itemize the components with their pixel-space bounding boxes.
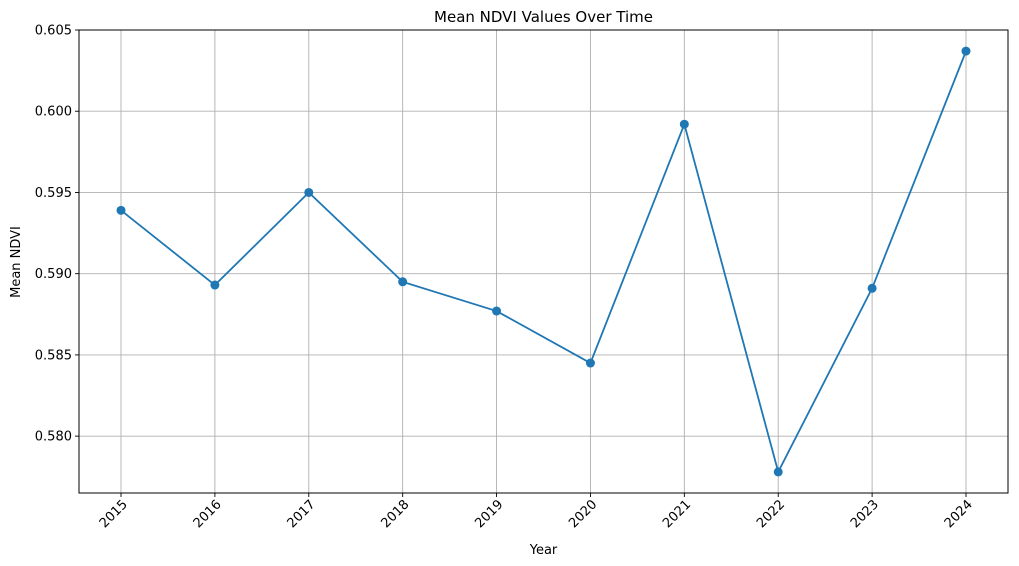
y-axis-label: Mean NDVI [9, 226, 24, 298]
data-point [492, 306, 502, 316]
data-point [116, 205, 126, 215]
data-point [585, 358, 595, 368]
data-point [210, 280, 220, 290]
y-tick-label: 0.605 [35, 24, 72, 39]
y-tick-label: 0.590 [35, 267, 72, 282]
x-axis-label: Year [529, 543, 558, 558]
data-point [398, 277, 408, 287]
data-point [773, 467, 783, 477]
data-point [304, 187, 314, 197]
grid [79, 29, 1008, 493]
series-line [120, 50, 967, 475]
y-tick-label: 0.580 [35, 430, 72, 445]
y-tick-label: 0.600 [35, 105, 72, 120]
data-point [867, 283, 877, 293]
data-point [679, 119, 689, 129]
data-series [116, 46, 971, 477]
chart-title: Mean NDVI Values Over Time [434, 8, 653, 26]
y-axis-ticks: 0.580 0.585 0.590 0.595 0.600 0.605 [35, 24, 79, 445]
data-point [961, 46, 971, 56]
plot-frame [78, 29, 1009, 494]
y-tick-label: 0.595 [35, 186, 72, 201]
y-tick-label: 0.585 [35, 348, 72, 363]
